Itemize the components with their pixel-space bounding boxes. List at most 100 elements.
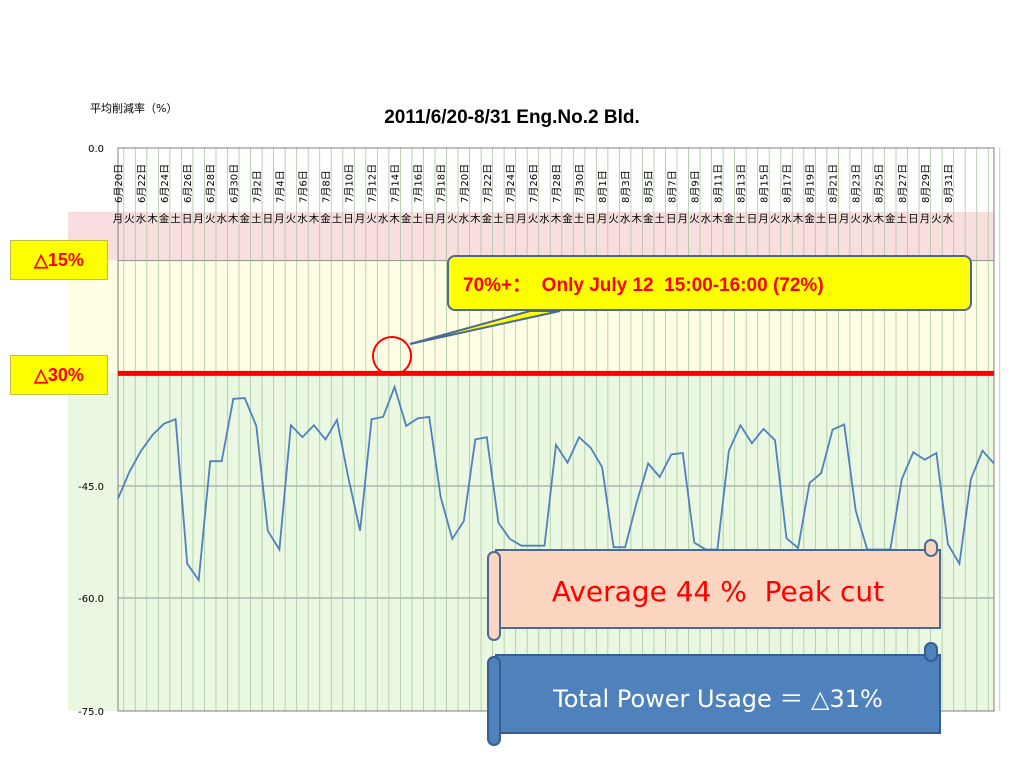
weekday-tick-labels: 月火水木金土日月火水木金土日月火水木金土日月火水木金土日月火水木金土日月火水木金… <box>113 212 954 225</box>
weekday-label: 火 <box>528 213 539 225</box>
weekday-label: 金 <box>724 212 735 225</box>
date-label: 8月9日 <box>689 170 701 203</box>
date-label: 7月4日 <box>274 170 286 203</box>
reference-label-30: △30% <box>10 355 108 395</box>
date-label: 8月19日 <box>805 164 817 203</box>
weekday-label: 水 <box>781 213 792 225</box>
y-axis-label: 平均削減率（%） <box>90 102 178 115</box>
weekday-label: 水 <box>620 213 631 225</box>
weekday-label: 月 <box>274 213 285 225</box>
series-line <box>117 384 995 583</box>
weekday-label: 金 <box>562 212 573 225</box>
weekday-label: 水 <box>701 213 712 225</box>
weekday-label: 火 <box>608 213 619 225</box>
date-label: 6月22日 <box>136 164 148 203</box>
date-label: 7月28日 <box>551 164 563 203</box>
weekday-label: 金 <box>482 212 493 225</box>
date-label: 8月31日 <box>943 164 955 203</box>
weekday-label: 火 <box>770 213 781 225</box>
total-text: Total Power Usage ＝ △31% <box>553 684 883 713</box>
weekday-label: 月 <box>516 213 527 225</box>
average-text: Average 44 % Peak cut <box>551 574 885 608</box>
weekday-label: 水 <box>862 213 873 225</box>
date-label: 8月29日 <box>920 164 932 203</box>
date-label: 8月15日 <box>758 164 770 203</box>
date-label: 6月24日 <box>159 164 171 203</box>
weekday-label: 金 <box>240 212 251 225</box>
date-label: 6月20日 <box>113 164 125 203</box>
weekday-label: 月 <box>678 213 689 225</box>
highlight-circle <box>372 336 412 376</box>
weekday-label: 月 <box>920 213 931 225</box>
date-label: 8月5日 <box>643 170 655 203</box>
date-label: 8月3日 <box>620 170 632 203</box>
date-label: 7月20日 <box>459 164 471 203</box>
date-label: 6月26日 <box>182 164 194 203</box>
weekday-label: 水 <box>136 213 147 225</box>
weekday-label: 火 <box>447 213 458 225</box>
callout-pointer <box>409 310 561 345</box>
date-label: 7月30日 <box>574 164 586 203</box>
y-tick-labels: 0.0 -45.0 -60.0 -75.0 <box>78 144 104 718</box>
weekday-label: 月 <box>758 213 769 225</box>
weekday-label: 日 <box>747 213 758 225</box>
y-tick-label: -60.0 <box>78 594 104 605</box>
weekday-label: 日 <box>505 213 516 225</box>
weekday-label: 水 <box>216 213 227 225</box>
date-label: 7月10日 <box>344 164 356 203</box>
weekday-label: 土 <box>493 212 504 225</box>
weekday-label: 火 <box>286 213 297 225</box>
weekday-label: 金 <box>885 212 896 225</box>
weekday-label: 水 <box>297 213 308 225</box>
weekday-label: 火 <box>931 213 942 225</box>
date-label: 7月18日 <box>436 164 448 203</box>
weekday-label: 火 <box>850 213 861 225</box>
weekday-label: 金 <box>643 212 654 225</box>
total-banner <box>487 642 941 746</box>
weekday-label: 金 <box>320 212 331 225</box>
weekday-label: 土 <box>816 212 827 225</box>
date-label: 7月16日 <box>413 164 425 203</box>
date-label: 8月7日 <box>666 170 678 203</box>
weekday-label: 土 <box>412 212 423 225</box>
weekday-label: 土 <box>654 212 665 225</box>
weekday-label: 木 <box>309 213 320 225</box>
date-label: 7月24日 <box>505 164 517 203</box>
weekday-label: 月 <box>193 213 204 225</box>
weekday-label: 土 <box>251 212 262 225</box>
weekday-label: 火 <box>124 213 135 225</box>
weekday-label: 木 <box>228 213 239 225</box>
date-label: 8月21日 <box>828 164 840 203</box>
band-0 <box>68 211 994 261</box>
weekday-label: 土 <box>897 212 908 225</box>
weekday-label: 日 <box>666 213 677 225</box>
weekday-label: 木 <box>551 213 562 225</box>
date-label: 7月26日 <box>528 164 540 203</box>
weekday-label: 月 <box>113 213 124 225</box>
weekday-label: 木 <box>631 213 642 225</box>
weekday-label: 水 <box>378 213 389 225</box>
weekday-label: 月 <box>839 213 850 225</box>
y-tick-label: -45.0 <box>78 482 104 493</box>
date-label: 8月13日 <box>735 164 747 203</box>
weekday-label: 金 <box>804 212 815 225</box>
weekday-label: 水 <box>459 213 470 225</box>
weekday-label: 土 <box>574 212 585 225</box>
reference-label-15: △15% <box>10 240 108 280</box>
callout-box: 70%+： Only July 12 15:00-16:00 (72%) <box>447 255 972 311</box>
weekday-label: 金 <box>401 212 412 225</box>
date-label: 7月6日 <box>297 170 309 203</box>
weekday-label: 火 <box>205 213 216 225</box>
weekday-label: 土 <box>170 212 181 225</box>
date-label: 7月8日 <box>320 170 332 203</box>
weekday-label: 木 <box>470 213 481 225</box>
date-tick-labels: 6月20日 6月22日 6月24日 6月26日 6月28日 6月30日 7月2日 7月4日 7月… <box>113 164 955 203</box>
date-label: 7月22日 <box>482 164 494 203</box>
date-label: 6月28日 <box>205 164 217 203</box>
date-label: 7月2日 <box>251 170 263 203</box>
weekday-label: 日 <box>585 213 596 225</box>
weekday-label: 木 <box>147 213 158 225</box>
weekday-label: 月 <box>597 213 608 225</box>
weekday-label: 木 <box>712 213 723 225</box>
date-label: 8月25日 <box>874 164 886 203</box>
